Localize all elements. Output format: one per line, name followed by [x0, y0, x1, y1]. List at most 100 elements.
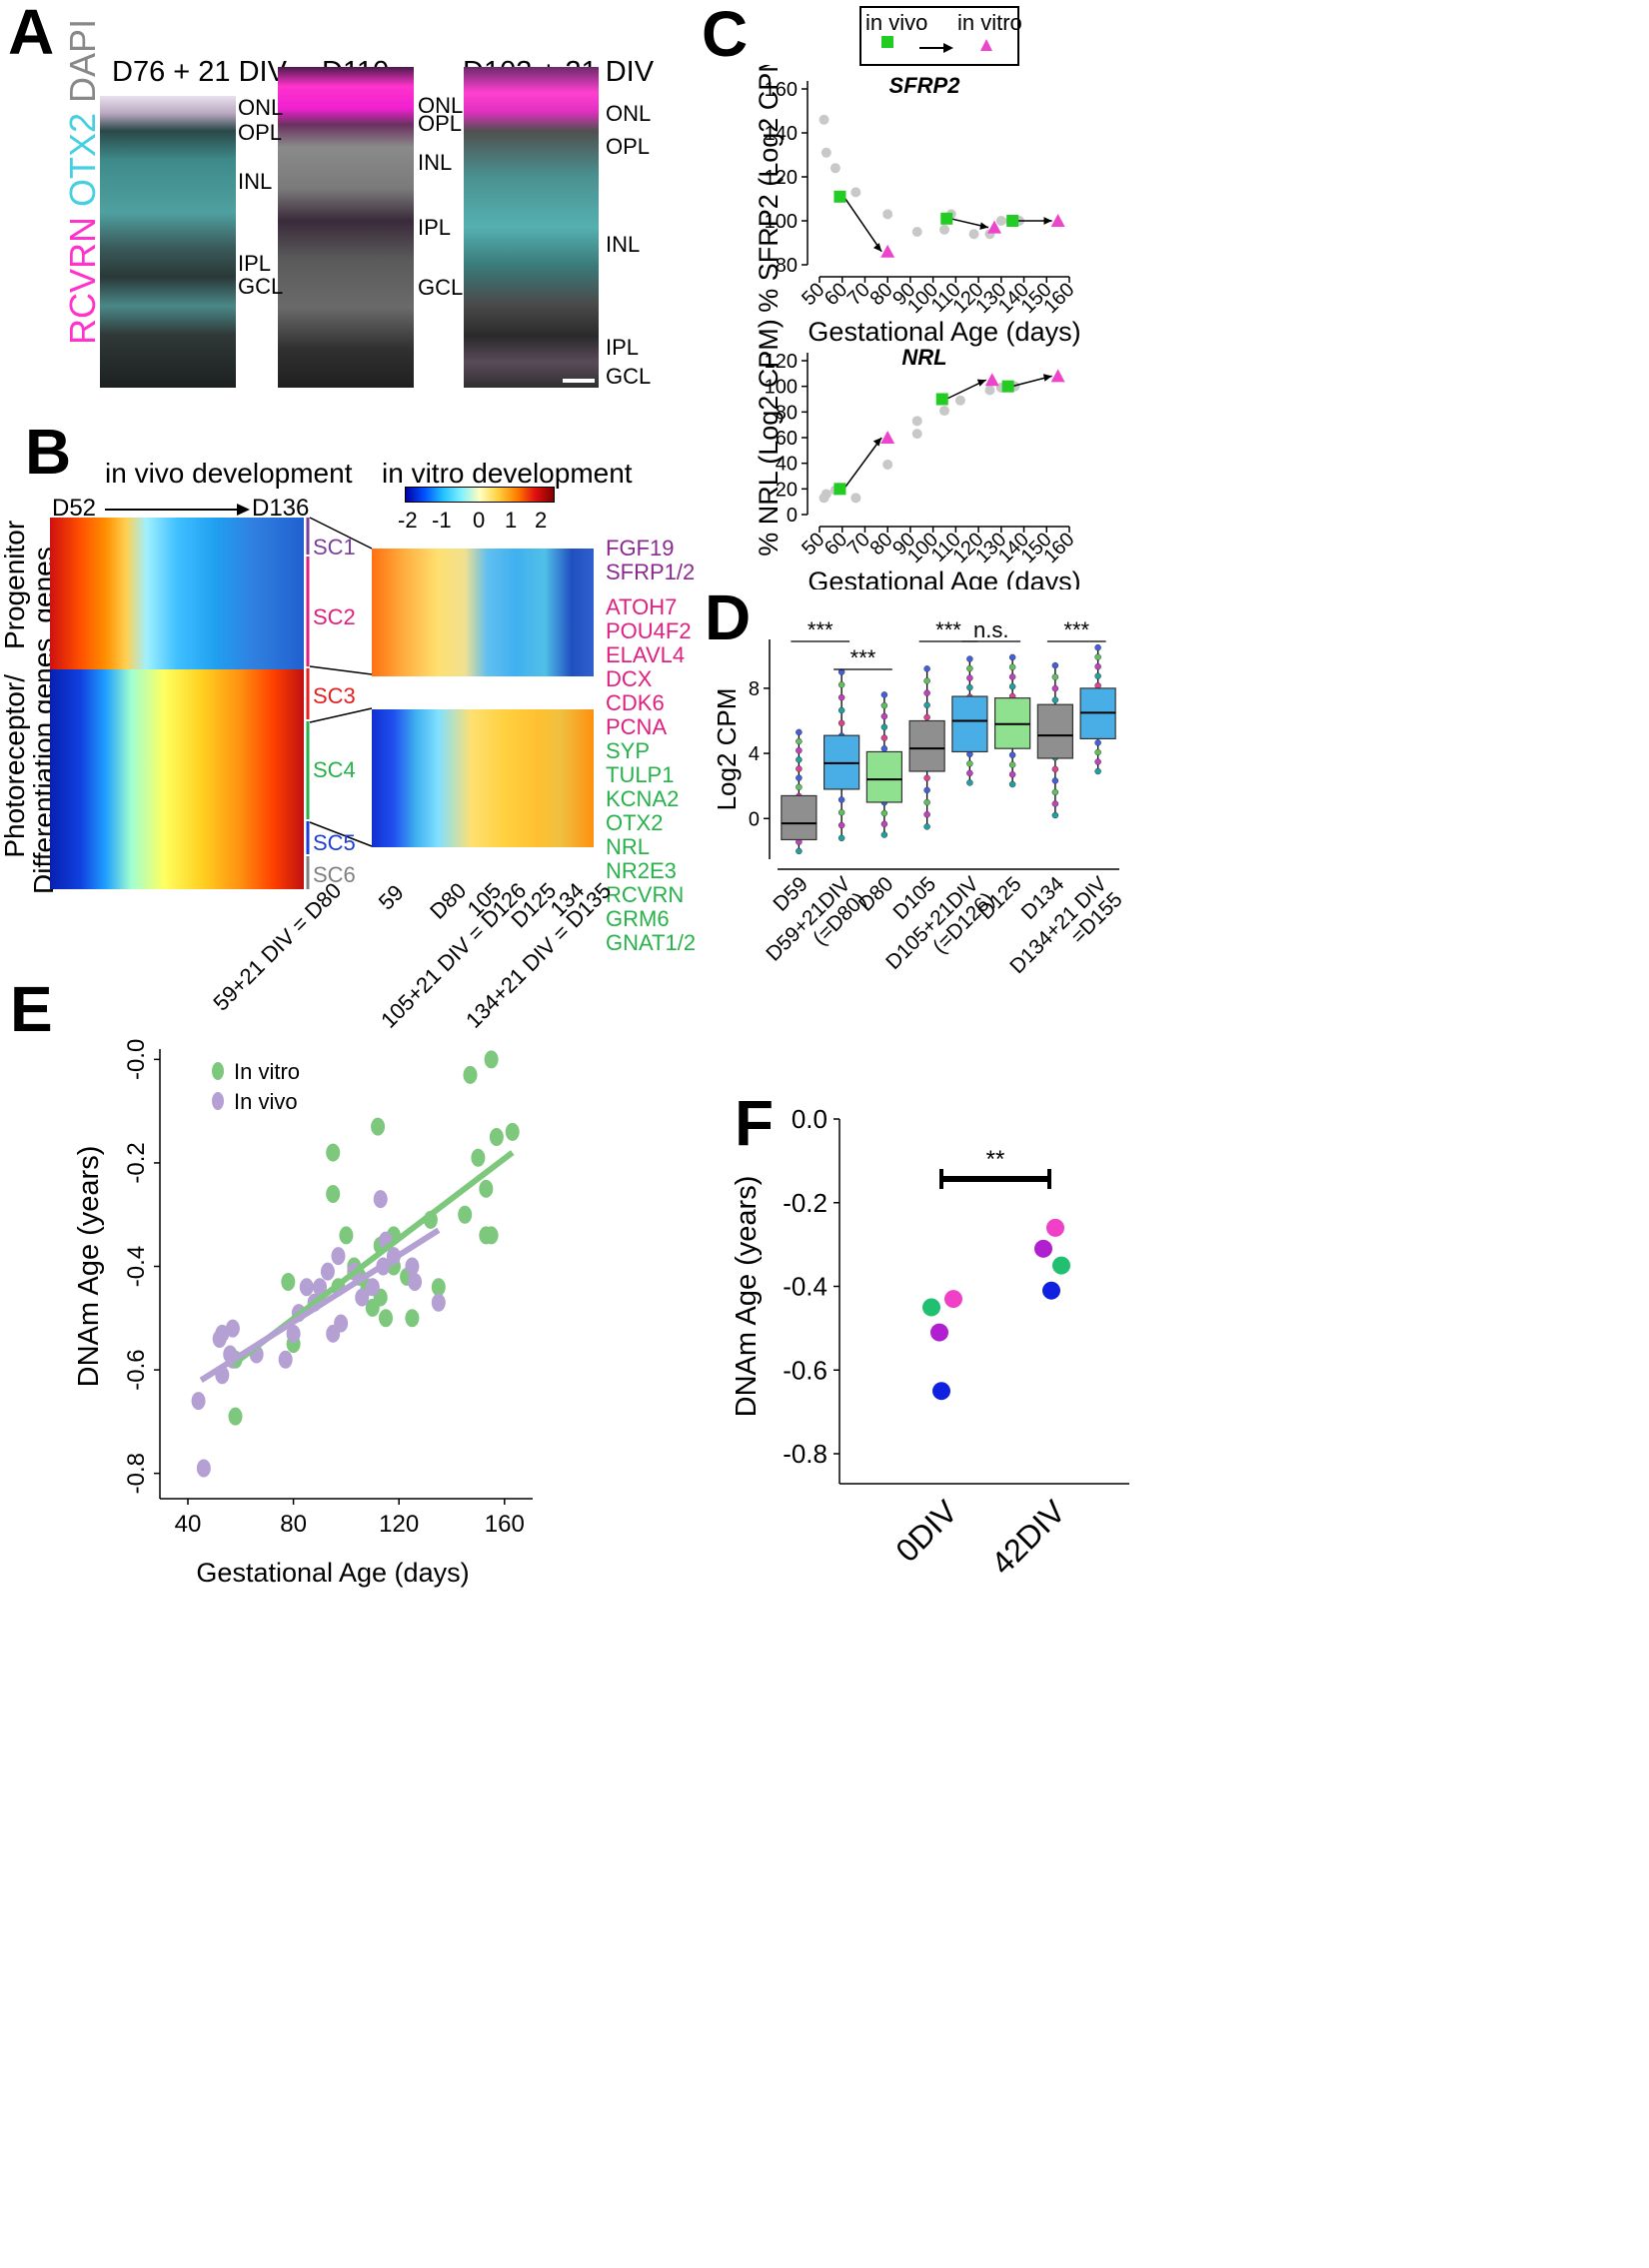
outlier-dot	[837, 706, 845, 714]
data-point	[326, 1143, 341, 1162]
y-tick-label: 100	[765, 211, 798, 233]
background-point	[882, 459, 893, 470]
outlier-dot	[1051, 765, 1059, 773]
outlier-dot	[1051, 696, 1059, 703]
transition-arrow	[842, 196, 882, 253]
chart-title: SFRP2	[889, 73, 961, 98]
data-point	[215, 1324, 230, 1343]
data-point	[458, 1205, 473, 1224]
data-point	[463, 1065, 478, 1084]
layer-label: OPL	[418, 111, 463, 136]
in-vivo-point	[935, 393, 948, 406]
outlier-dot	[1008, 761, 1016, 768]
y-tick-label: -0.8	[783, 1439, 827, 1469]
y-tick-label: -0.4	[123, 1246, 150, 1287]
layer-label: GCL	[606, 364, 652, 389]
arrow-head	[1042, 374, 1052, 382]
gene-label: GNAT1/2	[606, 930, 697, 955]
data-point	[479, 1179, 494, 1198]
y-tick-label: 0.0	[792, 1104, 827, 1134]
legend-marker	[212, 1062, 224, 1080]
micrograph-d76	[100, 96, 236, 388]
panel-c-charts: 8010012014016050607080901001101201301401…	[754, 65, 1081, 589]
y-tick-label: 80	[776, 255, 798, 277]
data-point	[196, 1459, 211, 1478]
outlier-dot	[923, 798, 930, 806]
gene-label: RCVRN	[606, 882, 685, 907]
gene-label: OTX2	[606, 810, 664, 835]
in-vitro-point	[1050, 214, 1065, 227]
legend-square-icon	[881, 36, 893, 48]
image-title-1: D76 + 21 DIV	[112, 56, 287, 88]
outlier-dot	[880, 831, 888, 838]
legend-in-vitro: in vitro	[957, 10, 1022, 35]
y-tick-label: -0.6	[783, 1355, 827, 1385]
stain-legend: RCVRN OTX2 DAPI	[62, 19, 104, 345]
x-tick-label: 80	[280, 1511, 307, 1538]
data-point	[484, 1050, 499, 1069]
outlier-dot	[1094, 653, 1101, 660]
data-point	[281, 1273, 296, 1292]
y-axis-label: Log2 CPM	[712, 688, 742, 811]
colorbar-tick: -2	[398, 508, 418, 533]
outlier-dot	[1051, 673, 1059, 680]
y-tick-label: -0.0	[123, 1039, 150, 1080]
x-axis-label: Gestational Age (days)	[196, 1558, 469, 1588]
fit-line	[199, 1227, 441, 1383]
outlier-dot	[837, 834, 845, 842]
y-tick-label: 120	[765, 351, 798, 373]
gene-label: DCX	[606, 666, 653, 691]
background-point	[911, 227, 922, 237]
outlier-dot	[1051, 800, 1059, 807]
y-tick-label: -0.6	[123, 1349, 150, 1390]
outlier-dot	[796, 746, 803, 754]
in-vitro-point	[987, 220, 1001, 234]
outlier-dot	[1008, 751, 1016, 758]
data-point	[278, 1350, 293, 1369]
outlier-dot	[923, 701, 930, 709]
outlier-dot	[1008, 780, 1016, 788]
category-label: D105+21DIV(=D126)	[881, 872, 998, 989]
significance-label: **	[986, 1146, 1005, 1173]
data-point	[405, 1257, 420, 1276]
y-tick-label: -0.2	[783, 1188, 827, 1218]
gene-label: ELAVL4	[606, 642, 686, 667]
data-point	[313, 1278, 327, 1297]
stain-otx2: OTX2	[62, 112, 103, 217]
gene-label: SYP	[606, 738, 651, 763]
y-tick-label: 120	[765, 167, 798, 189]
layer-label: OPL	[238, 120, 283, 145]
y-tick-label: 8	[749, 678, 760, 700]
layer-label: INL	[418, 150, 453, 175]
in-vivo-point	[833, 483, 846, 496]
background-point	[911, 416, 922, 427]
significance-label: ***	[1063, 617, 1089, 642]
outlier-dot	[880, 820, 888, 828]
stain-dapi: DAPI	[62, 18, 103, 113]
outlier-dot	[1051, 777, 1059, 784]
data-point	[228, 1407, 243, 1426]
panel-f-label: F	[735, 1087, 775, 1159]
outlier-dot	[923, 665, 930, 672]
data-point	[484, 1226, 499, 1245]
data-point	[355, 1288, 370, 1307]
background-point	[995, 216, 1006, 226]
data-point	[371, 1117, 386, 1136]
outlier-dot	[880, 691, 888, 698]
data-point	[944, 1290, 962, 1309]
category-label: 42DIV	[984, 1493, 1073, 1582]
significance-label: n.s.	[973, 617, 1008, 642]
data-point	[286, 1324, 301, 1343]
data-point	[379, 1309, 393, 1328]
y-axis-label: DNAm Age (years)	[73, 1146, 105, 1388]
outlier-dot	[837, 796, 845, 803]
cluster-sc1: SC1	[313, 535, 356, 560]
outlier-dot	[837, 719, 845, 726]
gene-label: SFRP1/2	[606, 560, 696, 584]
in-vivo-point	[1001, 380, 1014, 393]
outlier-dot	[880, 809, 888, 817]
data-point	[225, 1319, 240, 1338]
data-point	[405, 1309, 420, 1328]
gene-label: FGF19	[606, 536, 675, 561]
outlier-dot	[796, 783, 803, 791]
